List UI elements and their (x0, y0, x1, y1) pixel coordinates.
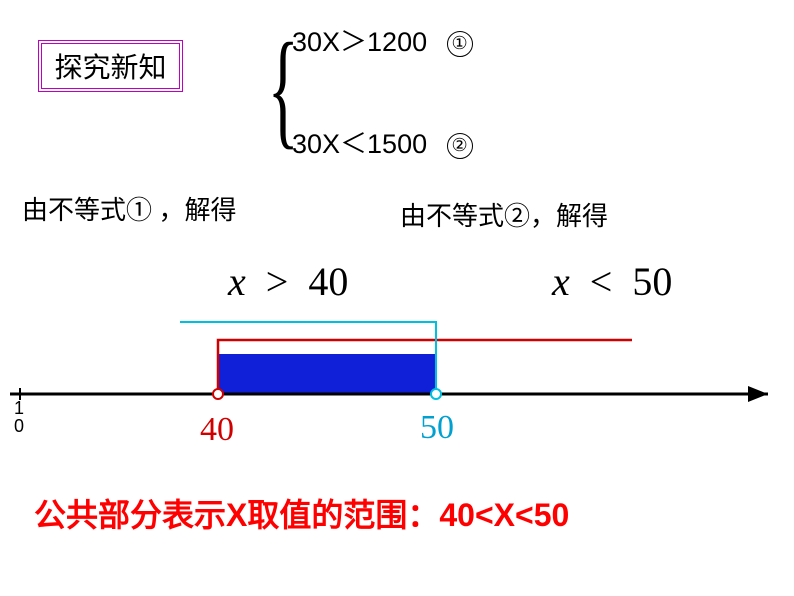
conclusion-line: 公共部分表示X取值的范围：40<X<50 (34, 490, 569, 536)
conclusion-range: 40<X<50 (439, 497, 569, 533)
axis-arrowhead (748, 386, 768, 402)
conclusion-mid: 取值的范围： (247, 497, 439, 533)
open-circle-40 (213, 389, 223, 399)
label-40: 40 (200, 411, 234, 448)
title-box: 探究新知 (38, 40, 183, 92)
marker-1: ① (447, 31, 473, 57)
intersection-fill (218, 354, 436, 394)
derive-line-2: 由不等式②，解得 (400, 196, 608, 233)
ineq2-text: 30X＜1500 (292, 129, 427, 159)
derive-line-1: 由不等式① ，解得 (22, 190, 237, 227)
ineq1-text: 30X＞1200 (292, 27, 427, 57)
number-line-diagram: 1 0 40 50 (0, 310, 794, 480)
open-circle-50 (431, 389, 441, 399)
inequality-2: 30X＜1500 ② (292, 122, 473, 161)
origin-label: 1 (14, 398, 24, 418)
origin-label-2: 0 (14, 416, 24, 436)
solution-2: x < 50 (552, 258, 672, 305)
title-box-label: 探究新知 (54, 46, 166, 86)
inequality-1: 30X＞1200 ① (292, 20, 473, 59)
conclusion-xvar: X (226, 497, 247, 533)
marker-2: ② (447, 133, 473, 159)
label-50: 50 (420, 409, 454, 446)
conclusion-prefix: 公共部分表示 (34, 497, 226, 533)
solution-1: x > 40 (228, 258, 348, 305)
